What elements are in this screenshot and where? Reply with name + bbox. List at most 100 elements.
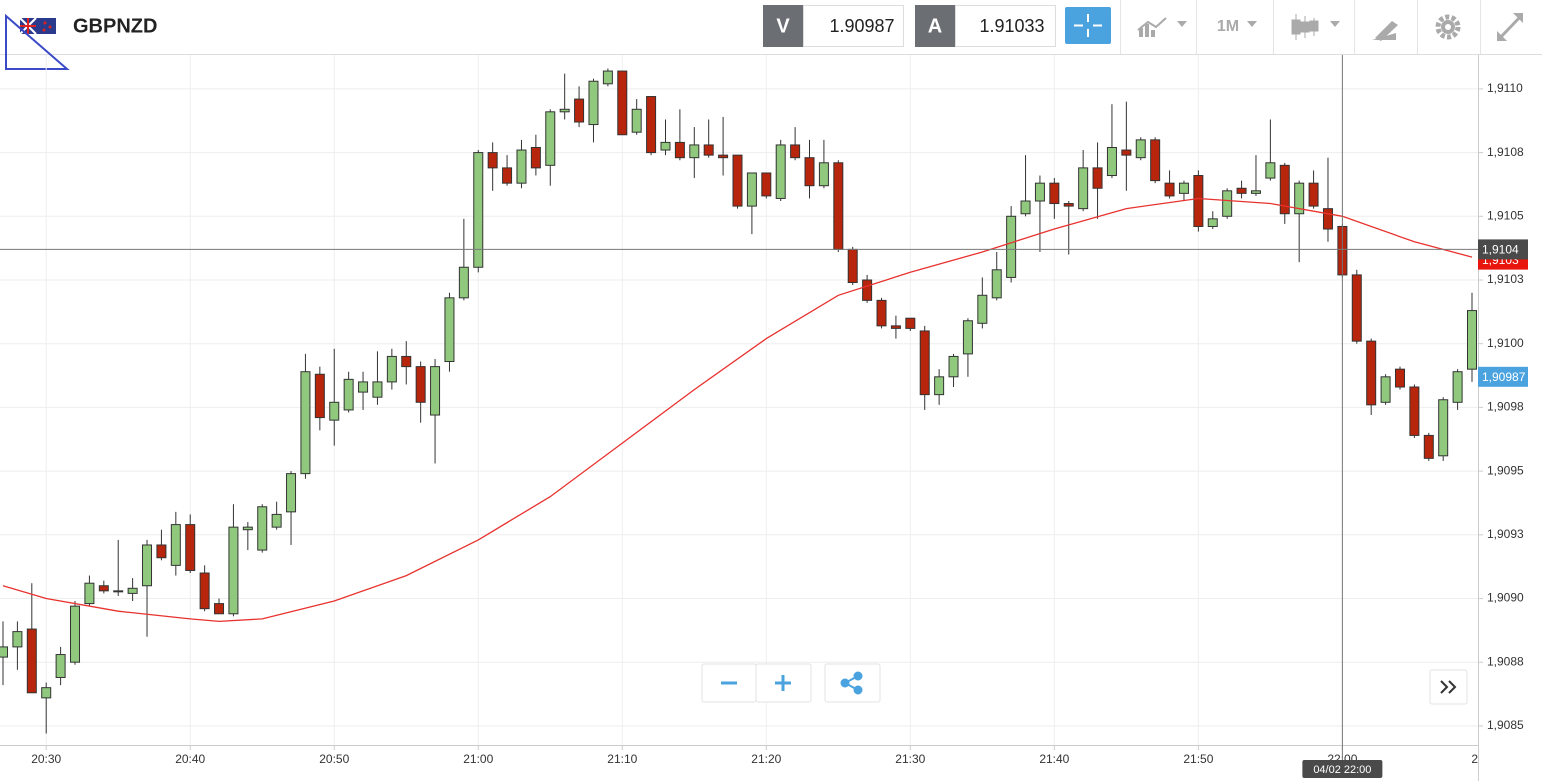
flag	[19, 17, 56, 35]
candle-body	[530, 146, 541, 169]
y-tick-label: 1,9093	[1487, 527, 1524, 541]
candle-body	[890, 325, 901, 329]
x-tick-label: 21:40	[1039, 752, 1069, 766]
candle-body	[84, 582, 95, 605]
candle-body	[415, 366, 426, 403]
bid-box	[1478, 366, 1528, 387]
candle-body	[1452, 371, 1463, 403]
timeframe-button[interactable]: 1M	[1217, 18, 1257, 35]
candle-body	[170, 524, 181, 566]
candle-body	[962, 320, 973, 355]
candle-body	[1294, 182, 1305, 215]
candle-body	[199, 572, 210, 610]
candle-body	[977, 294, 988, 324]
crosshair-button[interactable]	[1065, 7, 1111, 44]
candle-body	[142, 544, 153, 587]
candle-body	[401, 355, 412, 368]
candle-body	[1423, 434, 1434, 459]
candle-body	[790, 144, 801, 159]
candle-body	[1250, 190, 1261, 194]
bid-price: 1.90987	[829, 16, 894, 36]
candle-body	[0, 646, 8, 658]
candle-body	[746, 172, 757, 207]
bid-button[interactable]: V 1.90987	[763, 5, 904, 47]
fullscreen-button[interactable]	[1497, 13, 1523, 41]
candle-body	[300, 371, 311, 475]
candle-body	[559, 108, 570, 113]
candle-body	[1265, 162, 1276, 179]
candle-body	[430, 366, 441, 416]
candle-body	[574, 98, 585, 123]
candle-body	[372, 381, 383, 398]
candle-body	[1207, 218, 1218, 227]
candle-body	[804, 157, 815, 187]
settings-button[interactable]	[1435, 14, 1461, 40]
candle-body	[41, 687, 52, 699]
candle-body	[1366, 340, 1377, 406]
candle-body	[1164, 182, 1175, 197]
y-tick-label: 1,9090	[1487, 591, 1524, 605]
candle-body	[545, 111, 556, 166]
toolbar-separators	[1120, 0, 1481, 54]
chart-type-button[interactable]	[1291, 14, 1340, 40]
y-tick-label: 1,9088	[1487, 654, 1524, 668]
candle-body	[286, 473, 297, 513]
candle-body	[1034, 182, 1045, 202]
y-tick-label: 1,9098	[1487, 400, 1524, 414]
candle-body	[1308, 182, 1319, 207]
candle-body	[689, 144, 700, 159]
candle-body	[214, 603, 225, 615]
candle-body	[185, 524, 196, 571]
ask-tag: A	[928, 15, 942, 37]
ask-button[interactable]: A 1.91033	[915, 5, 1056, 47]
draw-button[interactable]	[1372, 21, 1398, 41]
candle-body	[732, 154, 743, 207]
crosshair-time-label: 04/02 22:00	[1313, 764, 1371, 776]
y-tick-label: 1,9085	[1487, 718, 1524, 732]
candle-body	[1106, 146, 1117, 177]
candle-body	[833, 162, 844, 250]
candle-body	[444, 297, 455, 363]
scroll-right-button[interactable]	[1429, 669, 1468, 705]
candle-body	[948, 355, 959, 378]
candle-body	[156, 544, 167, 559]
share-button[interactable]	[824, 663, 881, 703]
moving-average-line	[2, 197, 1473, 623]
zoom-in-button[interactable]	[755, 663, 812, 703]
x-tick-label: 21:20	[751, 752, 781, 766]
candle-body	[70, 605, 81, 663]
candle-body	[242, 526, 253, 531]
candle-body	[1020, 200, 1031, 215]
candle-body	[502, 167, 513, 184]
candle-body	[775, 144, 786, 199]
candle-body	[1178, 182, 1189, 194]
y-tick-label: 1,9100	[1487, 336, 1524, 350]
candle-body	[1409, 386, 1420, 436]
candle-body	[761, 172, 772, 197]
candle-body	[1236, 187, 1247, 194]
candle-body	[847, 248, 858, 284]
candle-body	[1193, 175, 1204, 227]
x-tick-label: 21:30	[895, 752, 925, 766]
candle-body	[1222, 190, 1233, 217]
candle-body	[862, 279, 873, 301]
candle-body	[905, 317, 916, 329]
candle-body	[113, 590, 124, 593]
zoom-out-button[interactable]	[701, 663, 757, 703]
bid-label: 1,90987	[1482, 370, 1526, 384]
candle-body	[1438, 399, 1449, 457]
candle-body	[703, 144, 714, 156]
candle-body	[602, 70, 613, 85]
candle-body	[1092, 167, 1103, 189]
candle-body	[1049, 182, 1060, 205]
x-tick-label: 22:10	[1471, 752, 1501, 766]
candle-body	[343, 378, 354, 411]
candle-body	[934, 376, 945, 396]
candle-body	[98, 585, 109, 592]
candle-body	[1121, 149, 1132, 156]
indicator-button[interactable]	[1137, 17, 1187, 37]
x-tick-label: 21:00	[463, 752, 493, 766]
overlay: 1,9103 1,9104 1,90987 04/02 22:00	[0, 55, 1528, 778]
ask-price: 1.91033	[979, 16, 1044, 36]
